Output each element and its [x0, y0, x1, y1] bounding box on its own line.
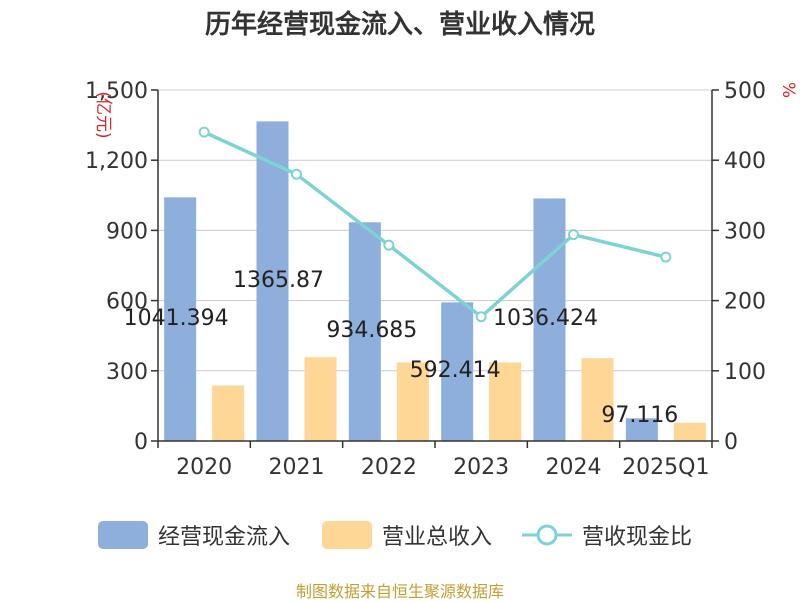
left-axis-unit-label: (亿元) — [93, 91, 113, 138]
right-axis-tick-label: 100 — [724, 360, 766, 385]
ratio-point — [198, 126, 210, 138]
bar-revenue — [489, 362, 522, 441]
bar-revenue — [304, 357, 337, 441]
bar-revenue — [396, 362, 429, 441]
bar-cash-inflow — [441, 302, 474, 441]
right-axis-unit-label: % — [778, 82, 798, 98]
legend-item-ratio[interactable]: 营收现金比 — [522, 515, 692, 555]
ratio-point — [291, 168, 302, 180]
left-axis-tick-label: 600 — [106, 290, 148, 315]
bar-revenue — [581, 358, 614, 441]
left-axis-tick-label: 0 — [134, 430, 148, 455]
ratio-line — [203, 130, 667, 320]
data-label-cash-inflow: 1036.424 — [493, 306, 598, 331]
bar-cash-inflow — [348, 222, 381, 441]
left-axis-tick-label: 900 — [106, 219, 148, 244]
bar-cash-inflow — [533, 198, 566, 441]
legend: 经营现金流入 营业总收入 营收现金比 — [0, 515, 800, 555]
x-axis-tick-label: 2023 — [453, 455, 509, 480]
left-axis-tick-label: 1,500 — [85, 79, 148, 104]
legend-item-cash-inflow[interactable]: 经营现金流入 — [98, 515, 290, 555]
bar-cash-inflow — [625, 418, 658, 441]
ratio-line-layer — [198, 126, 672, 323]
ratio-point — [383, 239, 395, 251]
bar-revenue — [212, 385, 245, 441]
right-axis-tick-label: 200 — [724, 290, 766, 315]
bars — [164, 121, 706, 442]
gridlines — [158, 89, 712, 372]
left-axis-tick-label: 1,200 — [85, 149, 148, 174]
ratio-point — [475, 311, 487, 323]
x-axis-tick-label: 2021 — [269, 455, 325, 480]
bar-cash-inflow — [256, 121, 289, 442]
legend-label-ratio: 营收现金比 — [582, 525, 693, 550]
data-label-cash-inflow: 934.685 — [326, 318, 417, 343]
left-axis-tick-label: 300 — [106, 360, 148, 385]
data-label-cash-inflow: 1041.394 — [124, 306, 229, 331]
right-axis-tick-label: 500 — [724, 79, 766, 104]
data-label-cash-inflow: 592.414 — [410, 358, 501, 383]
right-axis-tick-label: 400 — [724, 149, 766, 174]
legend-swatch-cash-inflow — [98, 521, 148, 549]
source-note: 制图数据来自恒生聚源数据库 — [295, 582, 504, 601]
chart-title: 历年经营现金流入、营业收入情况 — [204, 10, 595, 40]
x-axis-tick-label: 2025Q1 — [622, 455, 709, 480]
right-axis-tick-label: 300 — [724, 219, 766, 244]
ratio-point — [568, 229, 579, 241]
x-axis-tick-label: 2020 — [176, 455, 232, 480]
legend-item-revenue[interactable]: 营业总收入 — [322, 515, 492, 555]
data-label-cash-inflow: 97.116 — [601, 403, 678, 428]
legend-swatch-revenue — [322, 521, 372, 549]
bar-cash-inflow — [164, 197, 197, 441]
legend-label-cash-inflow: 经营现金流入 — [158, 525, 291, 550]
right-axis-tick-label: 0 — [724, 430, 738, 455]
ratio-point — [660, 251, 672, 263]
x-axis-tick-label: 2022 — [361, 455, 417, 480]
bar-revenue — [673, 422, 706, 441]
legend-line-marker-icon — [522, 524, 572, 546]
data-label-cash-inflow: 1365.87 — [233, 268, 324, 293]
legend-label-revenue: 营业总收入 — [382, 525, 493, 550]
axes: 0 300 600 900 1,200 1,500 0 100 200 300 400 500 (亿元)… — [85, 79, 798, 480]
x-axis-tick-label: 2024 — [546, 455, 602, 480]
